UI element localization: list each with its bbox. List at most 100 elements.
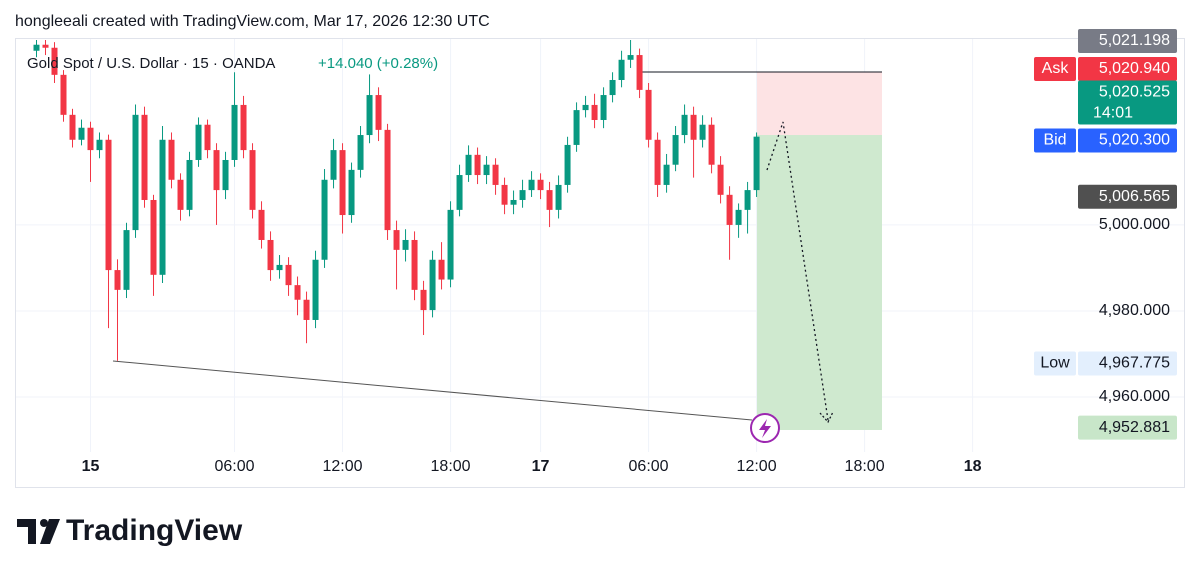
candle-body (744, 190, 751, 210)
candle-body (150, 199, 157, 275)
candle-body (186, 159, 193, 210)
candle-body (726, 194, 733, 225)
price-label-name: Bid (1043, 132, 1066, 149)
candle-body (33, 44, 40, 51)
brand-name: TradingView (66, 514, 243, 547)
candle-body (546, 190, 553, 210)
price-label-tag (1034, 351, 1076, 376)
y-tick-label: 4,980.000 (1099, 302, 1170, 319)
x-tick-label: 18:00 (845, 458, 885, 475)
y-tick-label: 4,960.000 (1099, 388, 1170, 405)
candle-body (447, 209, 454, 280)
candle-body (564, 144, 571, 185)
price-label-name: Ask (1042, 60, 1070, 77)
x-tick-label: 06:00 (214, 458, 254, 475)
candle-body (429, 259, 436, 311)
price-label-name: Low (1040, 355, 1070, 372)
candle-body (105, 139, 112, 271)
candle-body (411, 239, 418, 290)
candle-body (231, 104, 238, 160)
candle-body (204, 124, 211, 151)
candle-body (528, 179, 535, 191)
candle-body (609, 79, 616, 96)
candle-body (681, 114, 688, 136)
candle-body (375, 95, 382, 130)
x-tick-label: 12:00 (323, 458, 363, 475)
candle-body (474, 154, 481, 176)
candle-body (384, 129, 391, 231)
candle-body (717, 164, 724, 195)
candle-body (249, 150, 256, 210)
stop-zone (757, 72, 882, 135)
candle-body (699, 124, 706, 140)
candle-body (312, 259, 319, 320)
price-label-value: 4,967.775 (1099, 355, 1170, 372)
candle-body (420, 289, 427, 311)
candle-body (168, 139, 175, 180)
candle-body (51, 47, 58, 75)
candle-body (339, 150, 346, 216)
price-label-tag (1034, 57, 1076, 81)
candle-body (753, 136, 760, 191)
candles (33, 40, 760, 361)
candle-body (465, 154, 472, 176)
candle-body (285, 264, 292, 286)
alert-bolt (759, 419, 771, 438)
candle-body (519, 190, 526, 200)
candle-body (573, 110, 580, 145)
candle-body (213, 150, 220, 191)
price-label-countdown: 14:01 (1093, 105, 1133, 122)
projection-arrowhead (819, 411, 834, 424)
price-label (1078, 415, 1177, 440)
candle-body (537, 179, 544, 191)
candle-body (663, 164, 670, 185)
price-label (1078, 351, 1177, 376)
candle-body (321, 179, 328, 260)
candle-body (492, 164, 499, 185)
price-label-value: 5,006.565 (1099, 188, 1170, 205)
candle-body (555, 184, 562, 210)
chart-frame (15, 38, 1185, 488)
candle-body (438, 259, 445, 280)
x-tick-label: 15 (82, 458, 100, 475)
candle-body (348, 169, 355, 216)
brand-logo (17, 519, 60, 544)
candle-body (393, 230, 400, 250)
candle-body (690, 114, 697, 140)
price-label (1078, 29, 1177, 53)
candle-body (114, 270, 121, 290)
candle-body (303, 299, 310, 320)
price-label-value: 5,020.525 (1099, 84, 1170, 101)
candle-body (636, 55, 643, 90)
price-label-value: 5,020.940 (1099, 60, 1170, 77)
price-label (1078, 57, 1177, 81)
candle-body (672, 135, 679, 165)
chart-title: Gold Spot / U.S. Dollar · 15 · OANDA (27, 55, 275, 72)
attribution: hongleeali created with TradingView.com,… (15, 13, 490, 30)
price-label-value: 4,952.881 (1099, 419, 1170, 436)
candle-body (159, 139, 166, 275)
x-tick-label: 06:00 (629, 458, 669, 475)
x-tick-label: 12:00 (737, 458, 777, 475)
candle-body (618, 59, 625, 80)
candle-body (69, 114, 76, 140)
candle-body (195, 124, 202, 160)
axes: 15 06:00 12:00 18:00 17 06:00 12:00 18:00 18 4,96… (82, 216, 1170, 475)
candle-body (483, 164, 490, 176)
candle-body (510, 199, 517, 205)
candle-body (267, 239, 274, 271)
price-label (1078, 128, 1177, 153)
candle-body (456, 175, 463, 210)
price-label (1078, 184, 1177, 209)
x-tick-label: 18:00 (431, 458, 471, 475)
candle-body (501, 184, 508, 205)
price-label (1078, 80, 1177, 125)
y-tick-label: 5,000.000 (1099, 216, 1170, 233)
price-label-tag (1034, 128, 1076, 153)
candle-body (708, 124, 715, 165)
price-label-value: 5,020.300 (1099, 132, 1170, 149)
candle-body (222, 159, 229, 191)
